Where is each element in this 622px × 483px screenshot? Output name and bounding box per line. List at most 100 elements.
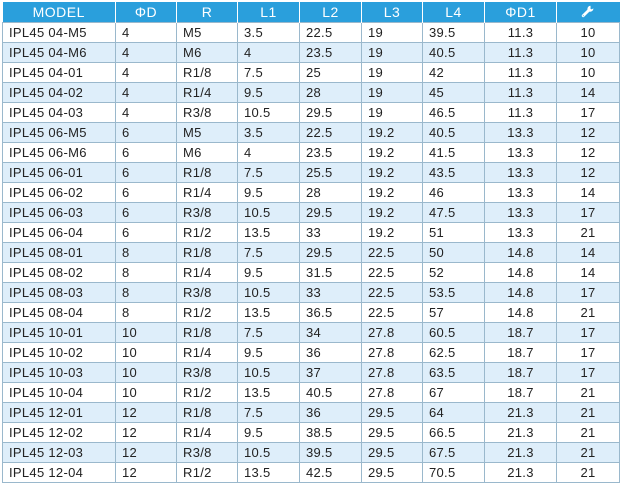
cell-r: R1/4 xyxy=(176,262,238,283)
header-l4: L4 xyxy=(422,2,485,23)
cell-d: 4 xyxy=(115,82,177,103)
cell-d: 12 xyxy=(115,422,177,443)
cell-l2: 22.5 xyxy=(299,122,362,143)
cell-d: 10 xyxy=(115,362,177,383)
cell-l4: 45 xyxy=(422,82,485,103)
cell-wrench-size: 21 xyxy=(556,402,620,423)
cell-wrench-size: 14 xyxy=(556,82,620,103)
cell-l4: 47.5 xyxy=(422,202,485,223)
cell-l4: 63.5 xyxy=(422,362,485,383)
cell-r: R3/8 xyxy=(176,362,238,383)
cell-l2: 28 xyxy=(299,182,362,203)
cell-l2: 37 xyxy=(299,362,362,383)
cell-l1: 13.5 xyxy=(237,462,300,483)
table-row: IPL45 10-01 10 R1/8 7.5 34 27.8 60.5 18.7 17 xyxy=(2,322,620,343)
table-row: IPL45 12-03 12 R3/8 10.5 39.5 29.5 67.5 21.3 21 xyxy=(2,442,620,463)
cell-d1: 13.3 xyxy=(484,222,557,243)
cell-model: IPL45 10-04 xyxy=(2,382,116,403)
cell-l4: 40.5 xyxy=(422,122,485,143)
cell-d: 10 xyxy=(115,342,177,363)
cell-r: R1/8 xyxy=(176,402,238,423)
table-row: IPL45 08-01 8 R1/8 7.5 29.5 22.5 50 14.8 14 xyxy=(2,242,620,263)
cell-r: R1/2 xyxy=(176,382,238,403)
cell-model: IPL45 04-02 xyxy=(2,82,116,103)
cell-d: 10 xyxy=(115,322,177,343)
table-row: IPL45 12-02 12 R1/4 9.5 38.5 29.5 66.5 21.3 21 xyxy=(2,422,620,443)
table-row: IPL45 08-04 8 R1/2 13.5 36.5 22.5 57 14.8 21 xyxy=(2,302,620,323)
cell-l4: 42 xyxy=(422,62,485,83)
cell-l3: 27.8 xyxy=(361,322,423,343)
cell-l3: 22.5 xyxy=(361,262,423,283)
table-row: IPL45 06-01 6 R1/8 7.5 25.5 19.2 43.5 13.3 12 xyxy=(2,162,620,183)
cell-d1: 11.3 xyxy=(484,42,557,63)
cell-l1: 9.5 xyxy=(237,342,300,363)
cell-d1: 14.8 xyxy=(484,262,557,283)
cell-l3: 19.2 xyxy=(361,142,423,163)
cell-r: M6 xyxy=(176,42,238,63)
cell-r: M6 xyxy=(176,142,238,163)
cell-wrench-size: 10 xyxy=(556,62,620,83)
cell-d1: 18.7 xyxy=(484,322,557,343)
cell-model: IPL45 06-M6 xyxy=(2,142,116,163)
cell-wrench-size: 21 xyxy=(556,462,620,483)
cell-d1: 13.3 xyxy=(484,182,557,203)
cell-wrench-size: 10 xyxy=(556,42,620,63)
cell-r: R1/8 xyxy=(176,162,238,183)
cell-l1: 9.5 xyxy=(237,82,300,103)
cell-model: IPL45 08-01 xyxy=(2,242,116,263)
cell-d: 8 xyxy=(115,262,177,283)
cell-d1: 18.7 xyxy=(484,342,557,363)
table-row: IPL45 06-03 6 R3/8 10.5 29.5 19.2 47.5 13.3 17 xyxy=(2,202,620,223)
table-row: IPL45 06-04 6 R1/2 13.5 33 19.2 51 13.3 21 xyxy=(2,222,620,243)
table-row: IPL45 08-02 8 R1/4 9.5 31.5 22.5 52 14.8 14 xyxy=(2,262,620,283)
cell-l2: 36 xyxy=(299,342,362,363)
cell-model: IPL45 06-02 xyxy=(2,182,116,203)
cell-l1: 13.5 xyxy=(237,222,300,243)
cell-r: R1/4 xyxy=(176,422,238,443)
cell-l3: 19 xyxy=(361,22,423,43)
cell-l3: 22.5 xyxy=(361,302,423,323)
cell-d1: 11.3 xyxy=(484,82,557,103)
cell-model: IPL45 06-01 xyxy=(2,162,116,183)
cell-r: R1/8 xyxy=(176,62,238,83)
cell-l3: 19.2 xyxy=(361,122,423,143)
cell-l4: 40.5 xyxy=(422,42,485,63)
header-d1: ΦD1 xyxy=(484,2,557,23)
cell-wrench-size: 10 xyxy=(556,22,620,43)
cell-wrench-size: 17 xyxy=(556,362,620,383)
cell-wrench-size: 17 xyxy=(556,342,620,363)
table-row: IPL45 08-03 8 R3/8 10.5 33 22.5 53.5 14.8 17 xyxy=(2,282,620,303)
header-r: R xyxy=(176,2,238,23)
cell-wrench-size: 17 xyxy=(556,282,620,303)
cell-d1: 18.7 xyxy=(484,382,557,403)
cell-l4: 66.5 xyxy=(422,422,485,443)
cell-d1: 14.8 xyxy=(484,302,557,323)
cell-l2: 36.5 xyxy=(299,302,362,323)
cell-l3: 19 xyxy=(361,102,423,123)
cell-l2: 28 xyxy=(299,82,362,103)
cell-l4: 46.5 xyxy=(422,102,485,123)
cell-l3: 29.5 xyxy=(361,422,423,443)
table-row: IPL45 04-03 4 R3/8 10.5 29.5 19 46.5 11.3 17 xyxy=(2,102,620,123)
cell-l3: 19.2 xyxy=(361,162,423,183)
table-row: IPL45 10-02 10 R1/4 9.5 36 27.8 62.5 18.7 17 xyxy=(2,342,620,363)
table-row: IPL45 04-M6 4 M6 4 23.5 19 40.5 11.3 10 xyxy=(2,42,620,63)
cell-model: IPL45 10-01 xyxy=(2,322,116,343)
cell-wrench-size: 21 xyxy=(556,422,620,443)
table-row: IPL45 06-M6 6 M6 4 23.5 19.2 41.5 13.3 12 xyxy=(2,142,620,163)
wrench-icon xyxy=(557,5,620,19)
cell-model: IPL45 12-01 xyxy=(2,402,116,423)
cell-d1: 18.7 xyxy=(484,362,557,383)
cell-l3: 29.5 xyxy=(361,442,423,463)
cell-l2: 33 xyxy=(299,222,362,243)
cell-wrench-size: 12 xyxy=(556,122,620,143)
cell-l3: 29.5 xyxy=(361,462,423,483)
cell-r: R1/4 xyxy=(176,182,238,203)
cell-d1: 13.3 xyxy=(484,142,557,163)
cell-l4: 43.5 xyxy=(422,162,485,183)
cell-l2: 25 xyxy=(299,62,362,83)
cell-l2: 42.5 xyxy=(299,462,362,483)
cell-l3: 22.5 xyxy=(361,282,423,303)
cell-model: IPL45 04-M6 xyxy=(2,42,116,63)
